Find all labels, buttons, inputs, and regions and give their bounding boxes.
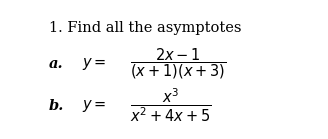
Text: a.: a. — [49, 57, 63, 71]
Text: 1. Find all the asymptotes: 1. Find all the asymptotes — [49, 21, 241, 35]
Text: $y=$: $y=$ — [82, 98, 106, 114]
Text: $\dfrac{x^{3}}{x^{2}+4x+5}$: $\dfrac{x^{3}}{x^{2}+4x+5}$ — [130, 87, 212, 125]
Text: $y=$: $y=$ — [82, 56, 106, 72]
Text: $\dfrac{2x-1}{(x+1)(x+3)}$: $\dfrac{2x-1}{(x+1)(x+3)}$ — [130, 46, 227, 81]
Text: b.: b. — [49, 99, 64, 112]
